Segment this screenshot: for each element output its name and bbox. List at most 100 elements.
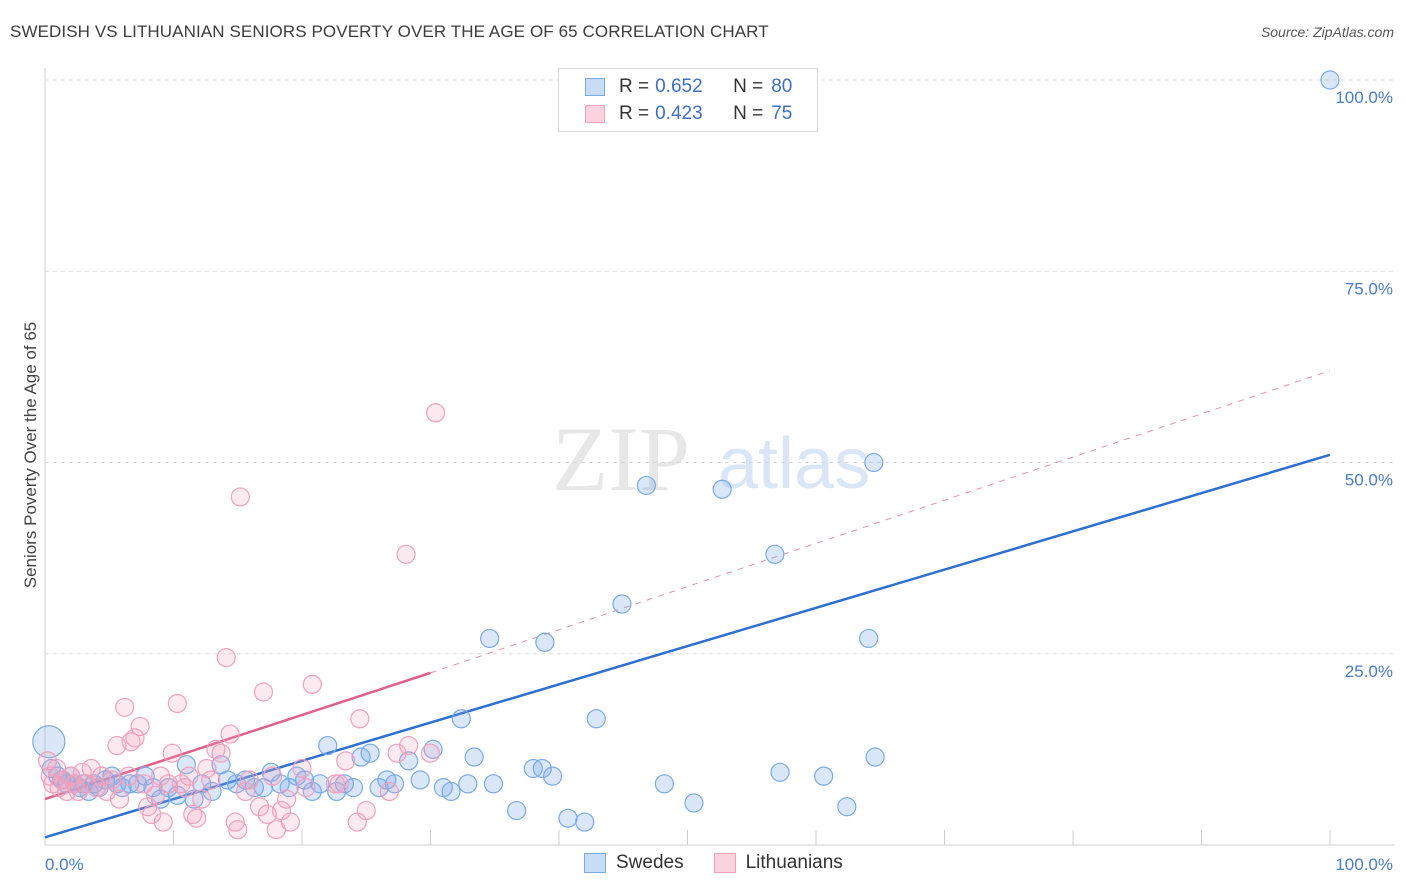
legend-n-value: 80 [771,76,793,97]
swedes-point [586,709,606,729]
lithuanians-point [107,735,127,756]
swedes-point [712,479,732,499]
legend-swatch-swedes [585,78,605,96]
legend-n-label: N = [733,76,764,97]
lithuanians-point [426,403,446,423]
legend-r-value: 0.652 [655,76,703,97]
x-tick-label: 100.0% [1335,855,1393,874]
lithuanians-point [145,785,166,805]
lithuanians-point [228,820,248,840]
bottom-legend-label-lithuanians: Lithuanians [745,852,843,873]
lithuanians-point [235,781,256,802]
swedes-point [765,544,785,564]
legend-n-label: N = [733,103,764,124]
swedes-point [399,751,419,771]
lithuanians-point [253,682,274,702]
lithuanians-point [179,766,199,786]
lithuanians-point [350,709,370,729]
swedes-point [480,628,500,649]
bottom-legend-lithuanians: Lithuanians [713,852,843,874]
legend-r-label: R = [619,76,650,97]
lithuanians-point [102,770,122,790]
swedes-point [558,808,578,828]
lithuanians-point [175,778,195,798]
lithuanians-point [201,770,221,790]
lithuanians-point [134,774,154,794]
lithuanians-trend-extension [430,370,1331,674]
swedes-point [279,778,299,798]
swedes-point [464,747,484,767]
swedes-point [532,758,552,779]
gridlines [45,79,1395,655]
swedes-point [120,774,140,794]
lithuanians-point [216,647,236,668]
swedes-point [360,743,380,763]
source-label: Source: ZipAtlas.com [1260,24,1394,40]
bottom-legend-swedes: Swedes [584,852,684,874]
swedes-point [310,774,330,794]
swedes-point [865,747,885,767]
lithuanians-point [399,735,419,756]
lithuanians-point [225,812,245,832]
lithuanians-point [57,781,77,802]
lithuanians-point [302,674,322,694]
swedes-point [318,735,338,756]
lithuanians-point [151,766,171,786]
watermark: ZIP atlas [552,408,870,510]
lithuanians-point [81,758,101,779]
swedes-point [575,812,595,832]
legend: R = 0.652 N = 80 R = 0.423 N = 75 [558,68,818,132]
swedes-point [859,628,879,649]
lithuanians-point [239,770,259,790]
axes [44,68,1395,846]
swedes-point [32,725,66,759]
lithuanians-point [187,808,207,828]
legend-r-value: 0.423 [655,103,703,124]
swedes-point [451,709,471,729]
swedes-point [654,774,674,794]
lithuanians-point [142,804,162,825]
lithuanians-point [257,804,277,825]
chart-title: SWEDISH VS LITHUANIAN SENIORS POVERTY OV… [10,22,769,41]
swedes-trend-line [44,453,1331,839]
y-tick-label: 100.0% [1335,88,1393,107]
lithuanians-point [183,804,203,825]
lithuanians-point [280,812,301,832]
lithuanians-point [125,728,145,748]
lithuanians-point [130,716,150,737]
lithuanians-point [387,743,407,763]
swedes-point [542,766,563,786]
swedes-point [343,778,363,798]
swedes-point [612,594,632,614]
lithuanians-point [296,778,316,798]
lithuanians-point [121,732,141,752]
lithuanians-point [276,789,297,809]
lithuanians-point [115,697,135,717]
lithuanians-point [167,693,187,714]
swedes-point [1320,70,1340,90]
lithuanians-point [249,797,270,817]
lithuanians-point [262,766,283,786]
swedes-point [864,452,884,473]
y-tick-label: 50.0% [1345,471,1393,490]
bottom-legend-swatch-swedes [584,853,606,873]
trend-lines [44,370,1331,839]
swedes-point [441,781,461,802]
lithuanians-point [192,789,212,809]
lithuanians-point [396,544,416,564]
y-axis-label: Seniors Poverty Over the Age of 65 [21,322,40,588]
lithuanians-point [206,739,226,759]
lithuanians-point [379,781,399,802]
lithuanians-point [76,774,96,794]
y-tick-label: 25.0% [1345,662,1393,681]
lithuanians-trend-line [44,671,431,801]
legend-swatch-lithuanians [585,105,605,123]
swedes-point [294,770,315,790]
x-tick-label: 0.0% [45,855,84,874]
data-points [32,70,1340,840]
swedes-point [458,774,478,794]
lithuanians-point [329,774,349,794]
swedes-point [506,800,527,821]
lithuanians-point [153,812,173,832]
